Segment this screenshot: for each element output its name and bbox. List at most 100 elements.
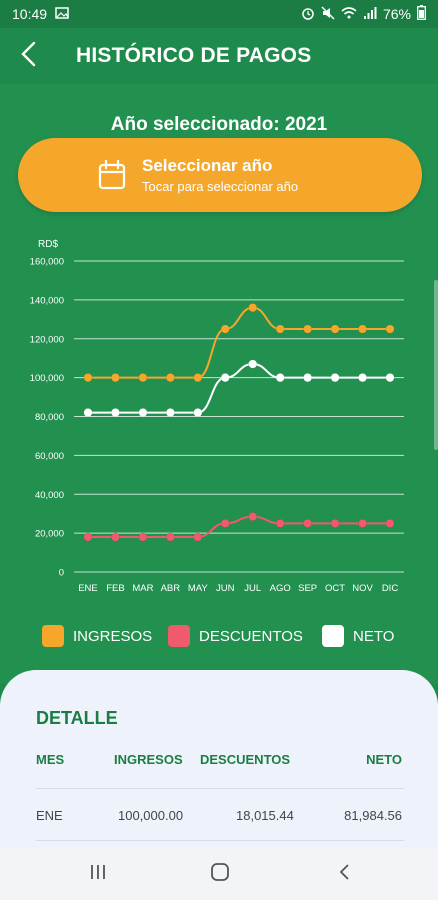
data-point-descuentos — [358, 518, 367, 528]
wifi-icon — [341, 6, 357, 22]
chart-legend: INGRESOS DESCUENTOS NETO — [0, 622, 438, 650]
y-tick-label: 160,000 — [30, 257, 64, 268]
legend-swatch-neto — [322, 625, 344, 647]
page-title: HISTÓRICO DE PAGOS — [76, 44, 312, 67]
data-point-descuentos — [220, 518, 230, 528]
data-point-descuentos — [165, 532, 175, 542]
system-back-button[interactable] — [320, 850, 368, 898]
data-point-neto — [83, 408, 93, 418]
x-tick-label: ABR — [161, 583, 181, 594]
home-button[interactable] — [196, 850, 244, 898]
battery-icon — [417, 5, 426, 23]
data-point-ingresos — [165, 373, 175, 383]
data-point-neto — [358, 373, 367, 383]
series-line-neto — [88, 363, 390, 414]
col-header-descuentos: DESCUENTOS — [200, 752, 291, 767]
cell-descuentos: 18,015.44 — [236, 808, 294, 823]
mute-icon — [321, 5, 335, 23]
data-point-ingresos — [83, 373, 93, 383]
data-point-ingresos — [220, 324, 230, 334]
status-bar: 10:49 76% — [0, 0, 438, 28]
y-tick-label: 0 — [59, 568, 64, 579]
payments-line-chart: RD$ 160,000 140,000 120,000 100,000 80,000 60,… — [30, 239, 404, 594]
data-point-neto — [111, 408, 120, 418]
back-arrow-icon — [20, 41, 36, 72]
battery-percent: 76% — [382, 6, 411, 22]
legend-swatch-descuentos — [168, 625, 190, 647]
col-header-ingresos: INGRESOS — [114, 752, 183, 767]
data-point-descuentos — [303, 518, 313, 528]
x-tick-label: FEB — [106, 583, 124, 594]
recent-apps-button[interactable] — [74, 850, 122, 898]
data-point-descuentos — [330, 518, 340, 528]
legend-item-ingresos: INGRESOS — [42, 625, 152, 647]
table-divider — [36, 788, 404, 789]
legend-label-neto: NETO — [353, 627, 395, 645]
y-tick-label: 60,000 — [35, 451, 64, 462]
x-tick-label: ENE — [78, 583, 98, 594]
x-tick-label: MAR — [132, 583, 153, 594]
cell-ingresos: 100,000.00 — [118, 808, 184, 823]
x-tick-label: JUN — [216, 583, 235, 594]
main-content: Año seleccionado: 2021 Seleccionar año T… — [0, 84, 438, 684]
legend-item-descuentos: DESCUENTOS — [168, 625, 303, 647]
data-point-neto — [275, 373, 285, 383]
x-tick-label: NOV — [352, 583, 373, 594]
cell-neto: 81,984.56 — [344, 808, 402, 823]
y-tick-label: 120,000 — [30, 334, 64, 345]
x-tick-label: DIC — [382, 583, 399, 594]
data-point-ingresos — [193, 373, 203, 383]
data-point-neto — [138, 408, 148, 418]
x-tick-label: AGO — [270, 583, 291, 594]
y-axis-unit-label: RD$ — [38, 239, 58, 250]
scrollbar-thumb[interactable] — [434, 280, 438, 450]
legend-label-ingresos: INGRESOS — [73, 627, 153, 645]
data-point-ingresos — [385, 324, 395, 334]
select-year-subtitle: Tocar para seleccionar año — [142, 179, 299, 194]
data-point-ingresos — [330, 324, 340, 334]
data-point-descuentos — [83, 532, 93, 542]
y-tick-label: 140,000 — [30, 295, 64, 306]
cell-mes: ENE — [36, 808, 63, 823]
select-year-title: Seleccionar año — [142, 156, 273, 175]
detail-panel: DETALLE MES INGRESOS DESCUENTOS NETO ENE… — [0, 670, 438, 848]
data-point-ingresos — [358, 324, 367, 334]
data-point-descuentos — [385, 518, 395, 528]
data-point-ingresos — [111, 373, 120, 383]
signal-icon — [363, 6, 377, 22]
data-point-neto — [385, 373, 395, 383]
back-button[interactable] — [0, 28, 56, 84]
alarm-icon — [301, 6, 315, 23]
data-point-ingresos — [275, 324, 285, 334]
table-divider — [36, 840, 404, 841]
legend-swatch-ingresos — [42, 625, 64, 647]
system-back-icon — [338, 863, 350, 886]
x-tick-label: OCT — [325, 583, 345, 594]
data-point-descuentos — [193, 532, 203, 542]
select-year-button[interactable]: Seleccionar año Tocar para seleccionar a… — [18, 138, 422, 212]
detail-title: DETALLE — [36, 708, 118, 728]
y-tick-label: 100,000 — [30, 373, 64, 384]
x-tick-label: SEP — [298, 583, 317, 594]
data-point-neto — [303, 373, 313, 383]
app-bar: HISTÓRICO DE PAGOS — [0, 28, 438, 84]
data-point-descuentos — [111, 532, 120, 542]
col-header-mes: MES — [36, 752, 65, 767]
y-tick-label: 20,000 — [35, 529, 64, 540]
data-point-descuentos — [275, 518, 285, 528]
data-point-neto — [165, 408, 175, 418]
calendar-icon — [98, 160, 126, 190]
y-tick-label: 80,000 — [35, 412, 64, 423]
data-point-descuentos — [248, 512, 258, 522]
selected-year-label: Año seleccionado: 2021 — [110, 114, 328, 135]
col-header-neto: NETO — [366, 752, 402, 767]
series-line-ingresos — [88, 306, 390, 379]
system-nav-bar — [0, 848, 438, 900]
gallery-notification-icon — [55, 6, 69, 22]
data-point-neto — [248, 359, 258, 369]
legend-label-descuentos: DESCUENTOS — [199, 627, 303, 645]
data-point-ingresos — [138, 373, 148, 383]
data-point-ingresos — [303, 324, 313, 334]
series-line-descuentos — [88, 515, 390, 539]
y-tick-label: 40,000 — [35, 490, 64, 501]
